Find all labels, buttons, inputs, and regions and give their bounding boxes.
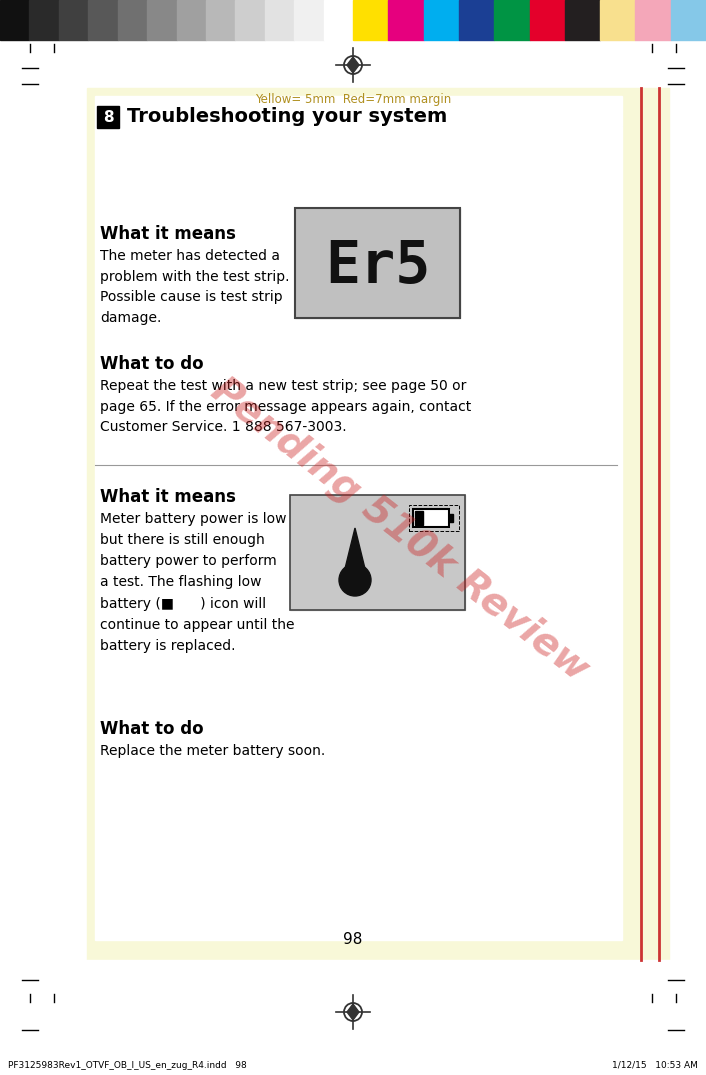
Text: Meter battery power is low
but there is still enough
battery power to perform
a : Meter battery power is low but there is … — [100, 512, 294, 653]
Bar — [59, 0, 88, 40]
Bar — [671, 0, 706, 40]
Bar — [176, 0, 206, 40]
Bar — [415, 511, 423, 525]
Bar — [87, 88, 669, 960]
Bar — [88, 0, 118, 40]
Text: What to do: What to do — [100, 720, 203, 739]
Bar — [459, 0, 494, 40]
Bar — [565, 0, 600, 40]
Bar — [147, 0, 176, 40]
Bar — [95, 96, 622, 126]
Polygon shape — [347, 57, 359, 73]
Bar — [97, 106, 119, 128]
Bar — [295, 207, 460, 318]
Text: Troubleshooting your system: Troubleshooting your system — [127, 108, 447, 127]
Text: 8: 8 — [102, 110, 113, 125]
Text: What it means: What it means — [100, 225, 236, 243]
Bar — [290, 494, 465, 610]
Bar — [409, 505, 459, 531]
Bar — [388, 0, 424, 40]
Bar — [323, 0, 353, 40]
Bar — [0, 0, 30, 40]
Bar — [449, 514, 453, 522]
Text: What it means: What it means — [100, 488, 236, 506]
Bar — [118, 0, 147, 40]
Bar — [353, 0, 388, 40]
Circle shape — [339, 564, 371, 596]
Bar — [294, 0, 323, 40]
Text: Yellow= 5mm  Red=7mm margin: Yellow= 5mm Red=7mm margin — [255, 94, 451, 106]
Text: The meter has detected a
problem with the test strip.
Possible cause is test str: The meter has detected a problem with th… — [100, 249, 289, 325]
Text: Pending 510k Review: Pending 510k Review — [204, 371, 596, 689]
Bar — [95, 126, 622, 940]
Bar — [206, 0, 235, 40]
Bar — [0, 960, 706, 1075]
Bar — [0, 40, 706, 88]
Bar — [413, 508, 449, 527]
Text: PF3125983Rev1_OTVF_OB_I_US_en_zug_R4.indd   98: PF3125983Rev1_OTVF_OB_I_US_en_zug_R4.ind… — [8, 1061, 247, 1070]
Text: Repeat the test with a new test strip; see page 50 or
page 65. If the error mess: Repeat the test with a new test strip; s… — [100, 379, 471, 434]
Text: 1/12/15   10:53 AM: 1/12/15 10:53 AM — [612, 1061, 698, 1070]
Bar — [265, 0, 294, 40]
Text: Er5: Er5 — [325, 238, 430, 295]
Text: Replace the meter battery soon.: Replace the meter battery soon. — [100, 744, 325, 758]
Bar — [530, 0, 565, 40]
Bar — [494, 0, 530, 40]
Bar — [295, 207, 460, 318]
Bar — [635, 0, 671, 40]
Bar — [424, 0, 459, 40]
Bar — [413, 508, 449, 527]
Bar — [235, 0, 265, 40]
Polygon shape — [347, 1004, 359, 1020]
Text: 98: 98 — [343, 932, 363, 947]
Bar — [600, 0, 635, 40]
Bar — [30, 0, 59, 40]
Text: What to do: What to do — [100, 355, 203, 373]
Polygon shape — [344, 528, 366, 574]
Bar — [290, 494, 465, 610]
